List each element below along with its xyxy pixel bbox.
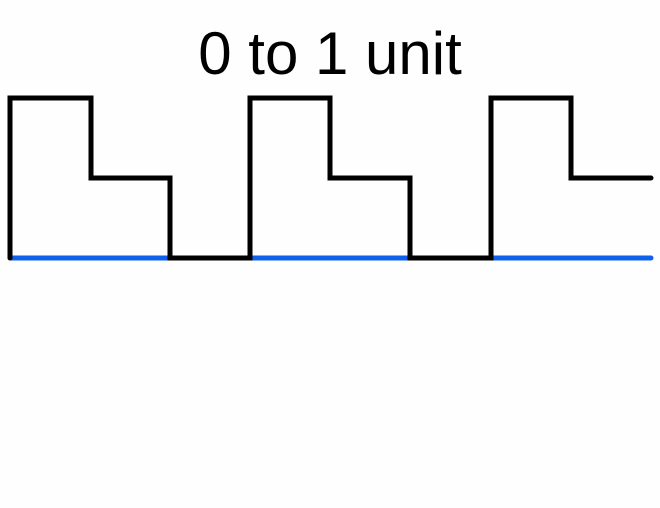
step-waveform: [7, 95, 654, 261]
diagram-title: 0 to 1 unit: [198, 20, 462, 87]
